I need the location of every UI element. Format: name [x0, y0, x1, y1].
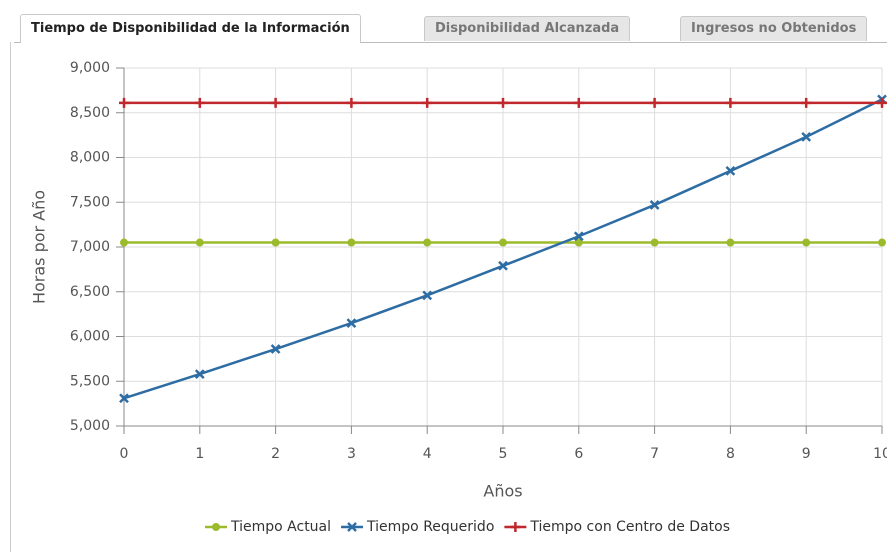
x-tick-label: 2 [271, 446, 280, 462]
data-point [878, 238, 886, 247]
data-point [649, 97, 660, 108]
tab[interactable]: Tiempo de Disponibilidad de la Informaci… [20, 14, 361, 43]
data-point [573, 231, 584, 242]
data-point [498, 97, 508, 108]
x-tick-label: 4 [423, 446, 432, 462]
data-point [649, 200, 660, 210]
tab[interactable]: Disponibilidad Alcanzada [424, 16, 631, 41]
legend-label: Tiempo Actual [230, 519, 331, 535]
data-point [347, 238, 356, 247]
y-tick-label: 9,000 [70, 60, 110, 76]
x-tick-label: 0 [120, 446, 129, 462]
data-point [423, 238, 432, 247]
data-point [499, 238, 507, 247]
data-point [726, 238, 735, 247]
data-point [422, 290, 433, 301]
x-tick-label: 3 [347, 446, 356, 462]
data-point [574, 238, 583, 247]
legend-marker [212, 523, 220, 531]
x-tick-label: 1 [195, 446, 204, 462]
data-point [194, 369, 205, 379]
legend-label: Tiempo con Centro de Datos [529, 519, 730, 535]
data-point [573, 97, 584, 108]
data-point [725, 166, 736, 176]
panel-border [10, 42, 11, 552]
y-tick-label: 8,000 [70, 150, 110, 166]
x-tick-label: 10 [873, 446, 887, 462]
y-tick-label: 5,000 [70, 418, 110, 434]
data-point [802, 238, 811, 247]
x-tick-label: 8 [726, 446, 735, 462]
x-tick-label: 5 [499, 446, 508, 462]
data-point [119, 97, 129, 108]
data-point [270, 344, 281, 354]
y-tick-label: 8,500 [70, 105, 110, 121]
x-axis-title: Años [483, 482, 522, 501]
data-point [877, 97, 887, 108]
legend-marker [347, 522, 357, 532]
data-point [346, 97, 357, 108]
x-tick-label: 6 [574, 446, 583, 462]
y-axis-title: Horas por Año [30, 190, 49, 304]
tab-bar: Tiempo de Disponibilidad de la Informaci… [14, 14, 887, 43]
data-point [725, 97, 736, 108]
x-tick-label: 7 [650, 446, 659, 462]
data-point [801, 132, 812, 142]
data-point [119, 393, 129, 404]
y-tick-label: 5,500 [70, 373, 110, 389]
legend-marker [510, 522, 521, 532]
data-point [270, 97, 281, 108]
y-tick-label: 7,000 [70, 239, 110, 255]
data-point [801, 97, 812, 108]
y-tick-label: 7,500 [70, 194, 110, 210]
y-tick-label: 6,000 [70, 329, 110, 345]
y-tick-label: 6,500 [70, 284, 110, 300]
data-point [650, 238, 659, 247]
legend-label: Tiempo Requerido [366, 519, 494, 535]
data-point [346, 318, 357, 328]
data-point [498, 260, 508, 271]
tab[interactable]: Ingresos no Obtenidos [680, 16, 868, 41]
data-point [271, 238, 280, 247]
data-point [195, 238, 204, 247]
data-point [422, 97, 433, 108]
data-point [120, 238, 128, 247]
x-tick-label: 9 [802, 446, 811, 462]
data-point [194, 97, 205, 108]
